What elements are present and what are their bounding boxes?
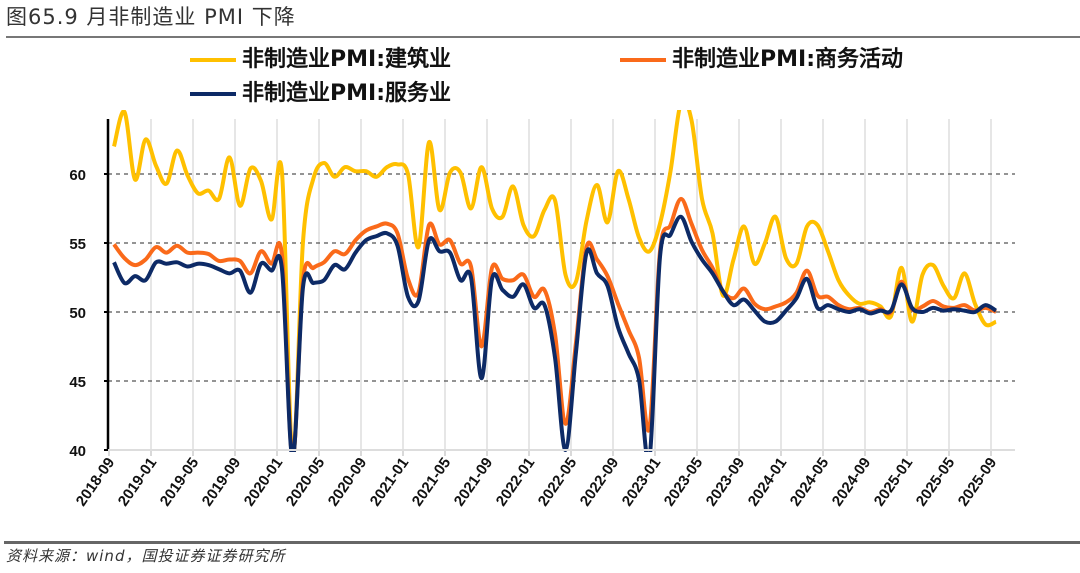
- x-tick-label: 2020-01: [241, 455, 287, 510]
- legend-item-services: 非制造业PMI:服务业: [190, 80, 451, 108]
- x-tick-label: 2023-01: [619, 455, 665, 510]
- legend-label-construction: 非制造业PMI:建筑业: [242, 47, 452, 72]
- x-tick-label: 2021-05: [409, 455, 455, 510]
- x-tick-label: 2020-09: [325, 455, 371, 510]
- x-tick-label: 2021-09: [451, 455, 497, 510]
- x-tick-label: 2025-05: [913, 455, 959, 510]
- x-tick-label: 2022-05: [535, 455, 581, 510]
- legend-label-services: 非制造业PMI:服务业: [242, 81, 452, 106]
- y-tick-label: 50: [69, 305, 86, 322]
- title-divider: [6, 36, 1080, 38]
- x-tick-label: 2018-09: [73, 455, 119, 510]
- x-tick-label: 2023-09: [703, 455, 749, 510]
- legend-item-construction: 非制造业PMI:建筑业: [190, 46, 451, 74]
- series-line-construction: [112, 110, 997, 452]
- x-tick-label: 2022-01: [493, 455, 539, 510]
- series-line-business: [112, 196, 997, 452]
- x-tick-label: 2024-09: [829, 455, 875, 510]
- source-divider: [4, 541, 1080, 544]
- x-tick-label: 2019-09: [199, 455, 245, 510]
- y-tick-label: 45: [69, 374, 86, 391]
- series-line-services: [112, 214, 998, 452]
- chart-title: 图65.9 月非制造业 PMI 下降: [6, 5, 296, 29]
- x-tick-label: 2022-09: [577, 455, 623, 510]
- legend-label-business: 非制造业PMI:商务活动: [672, 47, 904, 72]
- x-tick-label: 2025-09: [955, 455, 1001, 510]
- legend-item-business: 非制造业PMI:商务活动: [620, 46, 903, 74]
- y-tick-label: 55: [69, 236, 86, 253]
- legend-swatch-business: [620, 58, 666, 62]
- x-tick-label: 2023-05: [661, 455, 707, 510]
- x-tick-label: 2019-01: [115, 455, 161, 510]
- y-tick-label: 40: [69, 443, 86, 460]
- legend-swatch-services: [190, 92, 236, 96]
- x-tick-label: 2019-05: [157, 455, 203, 510]
- x-tick-label: 2025-01: [871, 455, 917, 510]
- source-note: 资料来源：wind，国投证券证券研究所: [6, 547, 286, 565]
- x-tick-label: 2024-01: [745, 455, 791, 510]
- x-tick-label: 2021-01: [367, 455, 413, 510]
- y-tick-label: 60: [69, 167, 86, 184]
- legend-swatch-construction: [190, 58, 236, 62]
- x-tick-label: 2020-05: [283, 455, 329, 510]
- x-tick-label: 2024-05: [787, 455, 833, 510]
